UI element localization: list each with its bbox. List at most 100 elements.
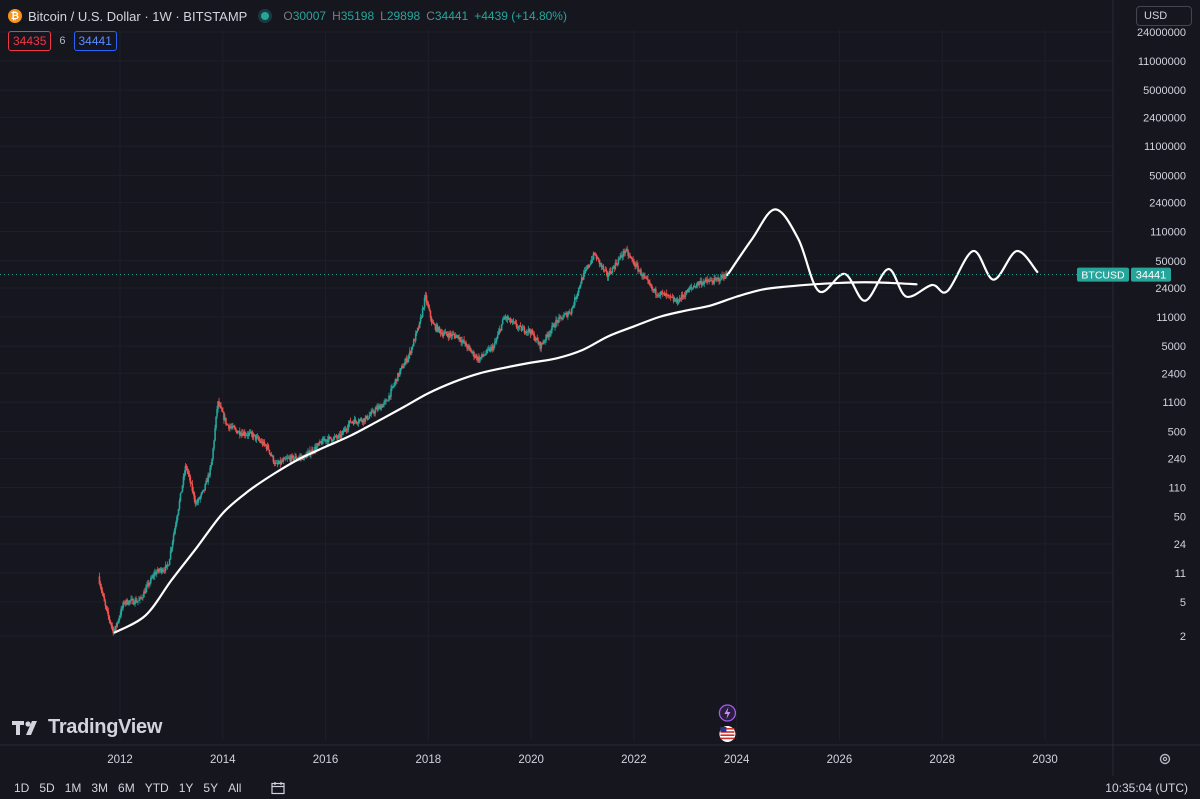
candle <box>541 341 543 346</box>
candle <box>614 259 617 271</box>
price-axis[interactable]: 2 5 11 24 50 110 240 500 1100 2400 5000 11000 24000 5… <box>1137 27 1186 643</box>
sell-button[interactable]: 34435 <box>8 31 52 51</box>
candle <box>690 283 693 292</box>
candle <box>586 264 589 270</box>
timeframe-5y[interactable]: 5Y <box>203 780 219 795</box>
buy-button[interactable]: 34441 <box>73 31 117 51</box>
timeframe-3m[interactable]: 3M <box>91 780 109 795</box>
candle <box>569 308 571 314</box>
candle <box>557 320 559 327</box>
timeframe-1y[interactable]: 1Y <box>178 780 194 795</box>
candle <box>597 257 600 262</box>
currency-selector[interactable]: USD <box>1136 6 1192 26</box>
candle <box>156 566 159 573</box>
candle <box>244 431 247 439</box>
candle <box>363 417 366 425</box>
projection-drawing[interactable] <box>726 208 1039 302</box>
candle <box>684 290 687 300</box>
candle <box>260 438 263 444</box>
candle <box>503 315 506 320</box>
symbol-title[interactable]: Bitcoin / U.S. Dollar · 1W · BITSTAMP <box>28 8 248 24</box>
candle <box>704 277 707 283</box>
candle <box>178 498 181 511</box>
candle <box>683 291 686 300</box>
candle <box>102 592 105 598</box>
event-markers[interactable] <box>718 704 737 742</box>
candle <box>145 584 147 594</box>
timeframe-6m[interactable]: 6M <box>118 780 135 795</box>
candle <box>161 567 164 574</box>
candle <box>540 342 542 353</box>
candle <box>593 252 596 256</box>
candle <box>643 272 645 280</box>
candle <box>124 601 126 607</box>
candle <box>121 605 123 612</box>
candle <box>142 594 144 601</box>
candle <box>149 581 151 587</box>
candle <box>387 400 389 402</box>
candle <box>257 435 260 442</box>
candle <box>687 287 690 293</box>
tradingview-logo[interactable]: TradingView <box>12 716 162 739</box>
settings-gear-icon[interactable] <box>1158 752 1172 766</box>
candle <box>476 353 478 362</box>
candle <box>561 317 563 320</box>
dividend-event-icon[interactable] <box>718 704 737 722</box>
candle <box>679 297 682 301</box>
candle <box>707 278 710 283</box>
candle <box>669 293 672 301</box>
candle <box>382 403 384 408</box>
trend-curve-drawing[interactable] <box>113 281 918 634</box>
candle <box>535 337 538 343</box>
candle <box>534 336 537 343</box>
utc-clock[interactable]: 10:35:04 (UTC) <box>1105 781 1188 795</box>
candle <box>699 277 702 284</box>
candle <box>676 296 679 306</box>
candle <box>184 463 187 476</box>
timeframe-1d[interactable]: 1D <box>14 780 30 795</box>
candle <box>268 449 271 455</box>
timeframe-5d[interactable]: 5D <box>39 780 55 795</box>
high-value: 35198 <box>340 9 375 23</box>
candle <box>218 397 220 408</box>
candle <box>193 491 196 503</box>
candle <box>458 334 460 343</box>
candle <box>442 330 445 339</box>
timeframe-ytd[interactable]: YTD <box>144 780 169 795</box>
candle <box>533 331 536 341</box>
y-tick-label: 50000 <box>1155 256 1186 268</box>
candle <box>552 322 554 328</box>
timeframe-all[interactable]: All <box>228 780 242 795</box>
candle <box>281 457 284 463</box>
candle <box>362 418 365 427</box>
candle <box>680 291 683 303</box>
price-chart[interactable]: 2 5 11 24 50 110 240 500 1100 2400 5000 11000 24000 5… <box>0 0 1200 776</box>
candle <box>553 322 555 328</box>
candle <box>525 329 528 336</box>
candle <box>568 310 570 315</box>
candle <box>522 325 525 329</box>
candle <box>640 267 642 276</box>
candle <box>493 338 496 349</box>
us-flag-event-icon[interactable] <box>719 726 736 742</box>
candle <box>166 561 169 570</box>
candle <box>602 263 605 273</box>
y-tick-label: 11000000 <box>1138 56 1186 68</box>
candle <box>116 621 119 628</box>
tradingview-logo-icon <box>12 720 37 735</box>
y-tick-label: 24 <box>1174 539 1186 551</box>
candle <box>372 408 374 414</box>
candle <box>705 277 708 284</box>
candle <box>538 341 541 346</box>
candle <box>329 436 332 440</box>
timeframe-1m[interactable]: 1M <box>64 780 82 795</box>
candle <box>180 491 183 494</box>
calendar-goto-icon[interactable] <box>271 781 286 795</box>
price-tag-symbol: BTCUSD <box>1081 270 1125 282</box>
candle <box>571 307 573 316</box>
candle <box>711 277 713 286</box>
candle <box>576 291 579 299</box>
time-axis[interactable]: 2012 2014 2016 2018 2020 2022 2024 2026 2028 2030 <box>107 754 1058 766</box>
candle <box>212 447 214 461</box>
candle <box>143 589 145 598</box>
